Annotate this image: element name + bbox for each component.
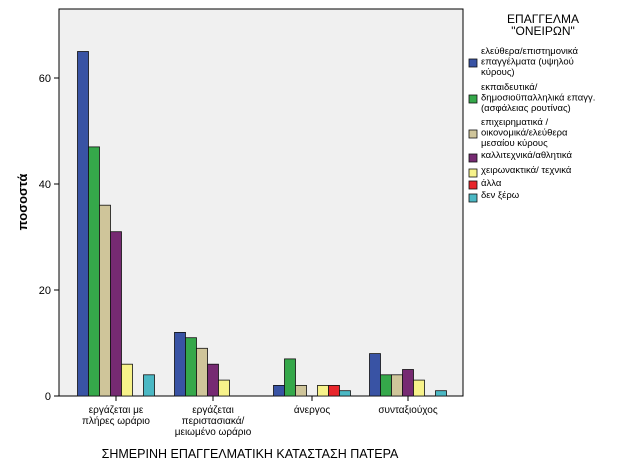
- bar: [295, 384, 307, 397]
- legend-swatch: [468, 193, 478, 203]
- bar: [380, 374, 392, 397]
- bar: [110, 231, 122, 397]
- bar: [99, 204, 111, 397]
- bar: [413, 379, 425, 397]
- legend-swatch: [468, 168, 478, 178]
- legend-label: εκπαιδευτικά/δημοσιοϋπαλληλικά επαγγ. (ασ…: [481, 82, 595, 114]
- legend-title: ΕΠΑΓΓΕΛΜΑ "ΟΝΕΙΡΩΝ": [507, 12, 579, 38]
- bar: [143, 374, 155, 397]
- bar: [391, 374, 403, 397]
- y-axis-title: ποσοστά: [15, 174, 30, 231]
- legend-label: ελεύθερα/επιστημονικά επαγγέλματα (υψηλού…: [481, 46, 579, 78]
- legend-label: δεν ξέρω: [481, 190, 520, 201]
- legend-label: χειρωνακτικά/ τεχνικά: [481, 165, 572, 176]
- legend-label: άλλα: [481, 178, 502, 189]
- bar: [207, 363, 219, 397]
- bar: [77, 51, 89, 397]
- bar: [218, 379, 230, 397]
- x-tick-label: εργάζεται περιστασιακά/μειωμένο ωράριο: [175, 404, 252, 438]
- legend-swatch: [468, 94, 478, 104]
- y-tick-label: 20: [39, 285, 51, 297]
- x-axis: εργάζεται με πλήρες ωράριο εργάζεται περιστ…: [82, 396, 438, 438]
- bar: [196, 347, 208, 397]
- y-axis: 0 20 40 60: [39, 73, 59, 403]
- bar: [317, 384, 329, 397]
- bar: [273, 384, 285, 397]
- x-tick-label: εργάζεται με πλήρες ωράριο: [82, 404, 150, 427]
- legend-swatch: [468, 129, 478, 139]
- bar: [369, 353, 381, 397]
- plot-area: [58, 8, 464, 397]
- bar: [328, 384, 340, 397]
- y-tick-label: 0: [45, 391, 51, 403]
- bars: [77, 51, 447, 397]
- x-tick-label: άνεργος: [294, 404, 330, 416]
- bar: [185, 337, 197, 397]
- bar: [402, 369, 414, 397]
- legend-swatch: [468, 180, 478, 190]
- legend-label: καλλιτεχνικά/αθλητικά: [481, 150, 572, 161]
- y-tick-label: 40: [39, 179, 51, 191]
- bar: [88, 146, 100, 397]
- x-tick-label: συνταξιούχος: [378, 404, 438, 416]
- legend-swatch: [468, 153, 478, 163]
- y-tick-label: 60: [39, 73, 51, 85]
- bar: [339, 390, 351, 397]
- bar: [121, 363, 133, 397]
- legend: ΕΠΑΓΓΕΛΜΑ "ΟΝΕΙΡΩΝ" ελεύθερα/επιστημονικά ε…: [468, 12, 595, 203]
- legend-swatch: [468, 58, 478, 68]
- legend-label: επιχειρηματικά / οικονομικά/ελεύθερα μεσαί…: [481, 117, 568, 149]
- bar: [284, 358, 296, 397]
- x-axis-title: ΣΗΜΕΡΙΝΗ ΕΠΑΓΓΕΛΜΑΤΙΚΗ ΚΑΤΑΣΤΑΣΗ ΠΑΤΕΡΑ: [102, 447, 399, 461]
- bar: [174, 331, 186, 397]
- bar: [435, 390, 447, 397]
